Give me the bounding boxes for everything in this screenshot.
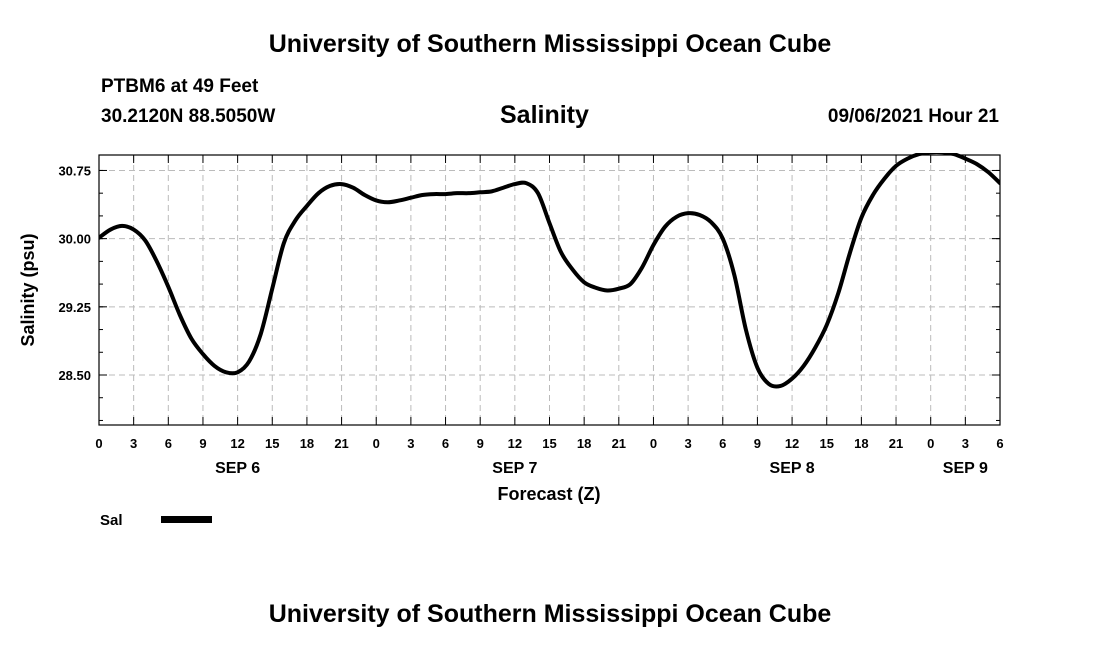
x-tick-label: 18 [300, 436, 314, 451]
x-tick-label: 6 [165, 436, 172, 451]
datetime-label: 09/06/2021 Hour 21 [827, 106, 999, 127]
x-tick-label: 9 [754, 436, 761, 451]
x-tick-label: 12 [508, 436, 522, 451]
plot-frame [98, 154, 1001, 426]
y-tick-label: 30.75 [58, 163, 91, 178]
coordinates-label: 30.2120N 88.5050W [101, 106, 276, 127]
x-tick-label: 21 [334, 436, 348, 451]
y-tick-label: 29.25 [58, 300, 91, 315]
day-label: SEP 8 [770, 460, 815, 477]
x-tick-label: 15 [265, 436, 279, 451]
x-tick-label: 6 [442, 436, 449, 451]
day-label: SEP 7 [492, 460, 537, 477]
y-tick-label: 28.50 [58, 368, 91, 383]
x-tick-label: 0 [373, 436, 380, 451]
axis-labels: 0 3 6 9 12 15 18 21 0 3 6 9 12 15 18 21 0 3 6 9 12 15 18 21 0 3 6 2… [58, 163, 1003, 477]
legend-label: Sal [100, 512, 123, 529]
y-tick-label: 30.00 [58, 232, 91, 247]
x-tick-label: 6 [719, 436, 726, 451]
x-tick-label: 21 [612, 436, 626, 451]
x-tick-label: 9 [199, 436, 206, 451]
x-tick-label: 3 [962, 436, 969, 451]
day-label: SEP 9 [943, 460, 988, 477]
legend-swatch [161, 516, 212, 523]
x-tick-label: 0 [927, 436, 934, 451]
y-axis-label: Salinity (psu) [18, 233, 38, 346]
x-tick-label: 9 [477, 436, 484, 451]
day-label: SEP 6 [215, 460, 260, 477]
x-tick-label: 18 [577, 436, 591, 451]
x-tick-label: 0 [95, 436, 102, 451]
page-title: University of Southern Mississippi Ocean… [268, 30, 832, 58]
station-label: PTBM6 at 49 Feet [101, 76, 259, 97]
x-axis-label: Forecast (Z) [497, 484, 600, 504]
x-tick-label: 6 [996, 436, 1003, 451]
x-tick-label: 12 [230, 436, 244, 451]
x-tick-label: 15 [819, 436, 833, 451]
x-tick-label: 18 [854, 436, 868, 451]
x-tick-label: 12 [785, 436, 799, 451]
axis-ticks [98, 155, 1001, 425]
x-tick-label: 15 [542, 436, 556, 451]
series-line-sal [99, 153, 1000, 389]
x-tick-label: 21 [889, 436, 903, 451]
x-tick-label: 0 [650, 436, 657, 451]
grid [99, 155, 1000, 425]
chart-title: Salinity [500, 101, 589, 129]
x-tick-label: 3 [684, 436, 691, 451]
footer-title: University of Southern Mississippi Ocean… [268, 600, 832, 628]
x-tick-label: 3 [130, 436, 137, 451]
x-tick-label: 3 [407, 436, 414, 451]
